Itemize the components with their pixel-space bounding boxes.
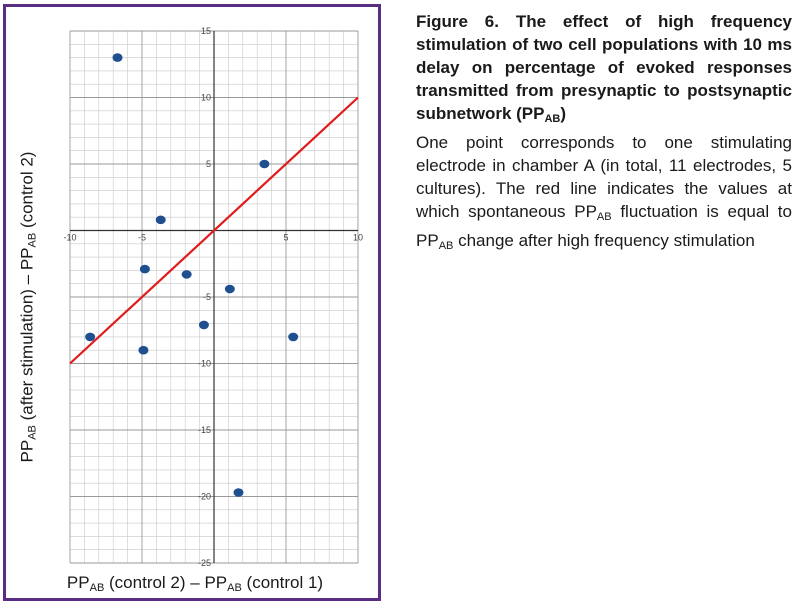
data-point [198, 320, 209, 330]
y-tick-label: -20 [198, 492, 211, 502]
data-point [139, 264, 150, 274]
y-tick-label: -25 [198, 558, 211, 568]
y-tick-label: 10 [201, 93, 211, 103]
figure-caption: Figure 6. The effect of high frequency s… [416, 10, 792, 258]
data-point [85, 332, 96, 342]
equality-line [69, 96, 359, 365]
data-point [233, 488, 244, 497]
y-tick-label: -15 [198, 425, 211, 435]
chart-frame: -10 -5 5 10 15 10 5 -5 -10 -15 -20 -25 PPAB (after … [3, 4, 381, 601]
x-tick-label: 5 [283, 233, 288, 243]
y-tick-label: -5 [203, 292, 211, 302]
data-points [85, 53, 299, 497]
data-point [181, 270, 192, 279]
reference-line [69, 96, 359, 365]
caption-body: One point corresponds to one stimulating… [416, 133, 792, 252]
data-point [224, 284, 235, 294]
y-tick-label: 15 [201, 26, 211, 36]
data-point [138, 345, 149, 355]
data-point [112, 53, 123, 62]
x-tick-label: -10 [63, 233, 76, 243]
tick-labels: -10 -5 5 10 15 10 5 -5 -10 -15 -20 -25 [63, 26, 363, 568]
data-point [155, 215, 166, 225]
data-point [288, 332, 299, 342]
y-tick-label: 5 [206, 159, 211, 169]
x-tick-label: -5 [138, 233, 146, 243]
x-tick-label: 10 [353, 233, 363, 243]
caption-title: Figure 6. The effect of high frequency s… [416, 12, 792, 125]
y-tick-label: -10 [198, 359, 211, 369]
x-axis-label: PPAB (control 2) – PPAB (control 1) [66, 573, 324, 594]
scatter-plot: -10 -5 5 10 15 10 5 -5 -10 -15 -20 -25 [63, 26, 363, 568]
data-point [259, 159, 270, 169]
